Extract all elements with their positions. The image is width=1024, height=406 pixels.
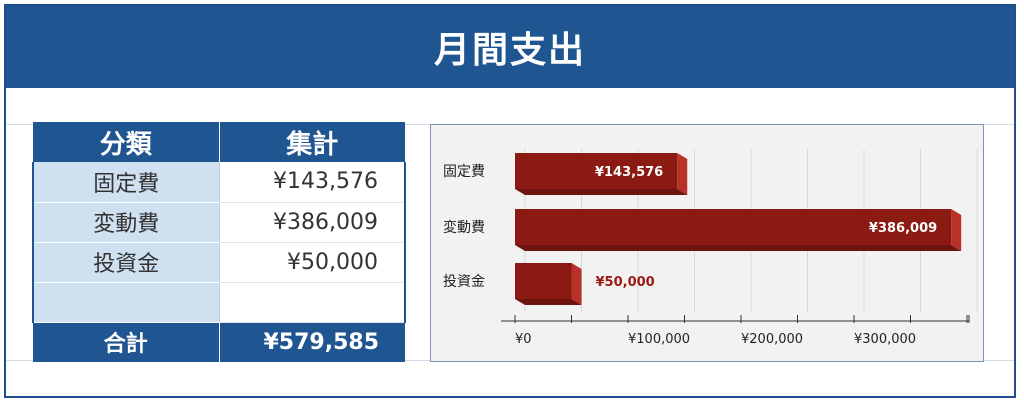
data-label: ¥50,000 — [596, 275, 655, 290]
bar — [515, 153, 678, 189]
bar — [515, 209, 952, 245]
header-category: 分類 — [33, 122, 220, 162]
x-tick-label: ¥300,000 — [854, 332, 916, 347]
row-category: 投資金 — [32, 242, 220, 283]
table-row: 固定費 ¥143,576 — [32, 162, 406, 203]
row-amount: ¥143,576 — [219, 162, 406, 203]
x-tick-label: ¥100,000 — [628, 332, 690, 347]
row-amount: ¥50,000 — [219, 242, 406, 283]
bar-bottom — [515, 189, 688, 195]
row-category: 固定費 — [32, 162, 220, 203]
row-amount — [219, 282, 406, 323]
bar-bottom — [515, 299, 582, 305]
row-category: 変動費 — [32, 202, 220, 243]
table-row: 変動費 ¥386,009 — [32, 202, 406, 243]
bar-side — [951, 209, 962, 251]
data-label: ¥143,576 — [595, 165, 663, 180]
data-label: ¥386,009 — [869, 221, 937, 236]
bar-bottom — [515, 245, 962, 251]
x-tick-label: ¥0 — [515, 332, 532, 347]
bar — [515, 263, 572, 299]
bar-chart: ¥0 ¥100,000 ¥200,000 ¥300,000 固定費 ¥143,576 変動費… — [430, 124, 984, 362]
report-frame: 月間支出 分類 集計 固定費 ¥143,576 変動費 ¥386,009 投資金… — [4, 4, 1016, 398]
summary-total-row: 合計 ¥579,585 — [33, 322, 405, 362]
total-label: 合計 — [33, 322, 220, 362]
category-label: 変動費 — [443, 219, 485, 236]
row-amount: ¥386,009 — [219, 202, 406, 243]
table-row: 投資金 ¥50,000 — [32, 242, 406, 283]
summary-table: 分類 集計 固定費 ¥143,576 変動費 ¥386,009 投資金 ¥50,… — [32, 122, 406, 362]
title-bar: 月間支出 — [6, 6, 1014, 88]
bar-chart-svg: ¥0 ¥100,000 ¥200,000 ¥300,000 固定費 ¥143,576 変動費… — [443, 149, 978, 347]
category-label: 固定費 — [443, 164, 485, 180]
bar-side — [677, 153, 688, 195]
bar-side — [571, 263, 582, 305]
summary-header-row: 分類 集計 — [33, 122, 405, 162]
total-value: ¥579,585 — [219, 322, 405, 362]
category-label: 投資金 — [443, 274, 485, 290]
row-category — [32, 282, 220, 323]
header-total: 集計 — [219, 122, 405, 162]
table-row — [32, 282, 406, 323]
page-title: 月間支出 — [433, 30, 586, 71]
x-tick-label: ¥200,000 — [741, 332, 803, 347]
